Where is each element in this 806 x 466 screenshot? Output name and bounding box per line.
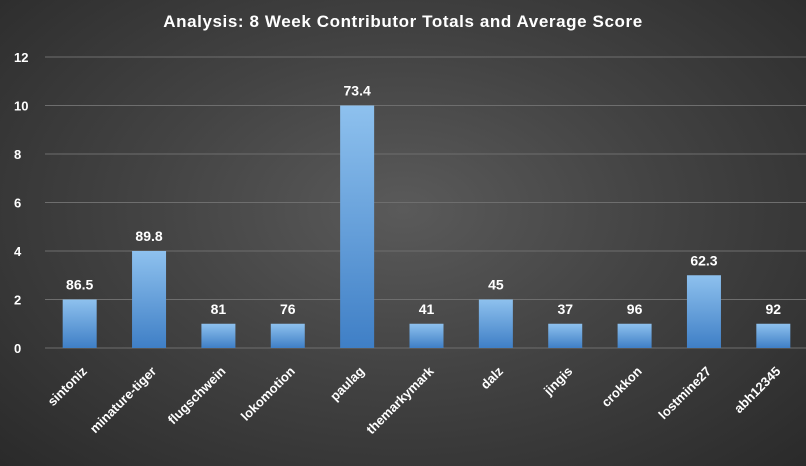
x-category-label: lokomotion [238, 363, 298, 423]
bar-lostmine27 [686, 275, 721, 348]
data-label: 37 [557, 301, 573, 317]
x-category-label: crokkon [598, 363, 644, 409]
bar-lokomotion [270, 323, 305, 348]
x-category-label: lostmine27 [655, 364, 714, 423]
x-category-label: minature-tiger [87, 364, 159, 436]
y-tick-label: 8 [14, 147, 21, 162]
x-category-label: jingis [540, 364, 575, 399]
data-label: 41 [419, 301, 435, 317]
y-tick-label: 2 [14, 293, 21, 308]
chart-title: Analysis: 8 Week Contributor Totals and … [163, 12, 643, 31]
bar-crokkon [617, 323, 652, 348]
bar-jingis [548, 323, 583, 348]
bar-themarkymark [409, 323, 444, 348]
y-tick-label: 0 [14, 341, 21, 356]
bar-dalz [478, 299, 513, 348]
x-category-label: themarkymark [363, 363, 437, 437]
bar-sintoniz [62, 299, 97, 348]
y-tick-label: 6 [14, 196, 21, 211]
x-category-label: abh12345 [731, 364, 784, 417]
data-label: 86.5 [66, 277, 93, 293]
bar-flugschwein [201, 323, 236, 348]
y-tick-label: 12 [14, 50, 28, 65]
bar-paulag [340, 105, 375, 348]
data-label: 81 [211, 301, 227, 317]
x-category-label: flugschwein [165, 363, 229, 427]
x-category-label: sintoniz [44, 363, 90, 409]
data-label: 96 [627, 301, 643, 317]
data-label: 73.4 [344, 83, 371, 99]
x-category-label: paulag [327, 363, 367, 403]
data-label: 76 [280, 301, 296, 317]
y-tick-label: 4 [14, 244, 22, 259]
data-label: 89.8 [135, 228, 162, 244]
data-label: 62.3 [690, 252, 717, 268]
y-tick-label: 10 [14, 99, 28, 114]
data-label: 92 [766, 301, 782, 317]
x-category-label: dalz [477, 363, 506, 392]
bar-minature-tiger [132, 251, 167, 348]
data-label: 45 [488, 277, 504, 293]
bar-abh12345 [756, 323, 791, 348]
